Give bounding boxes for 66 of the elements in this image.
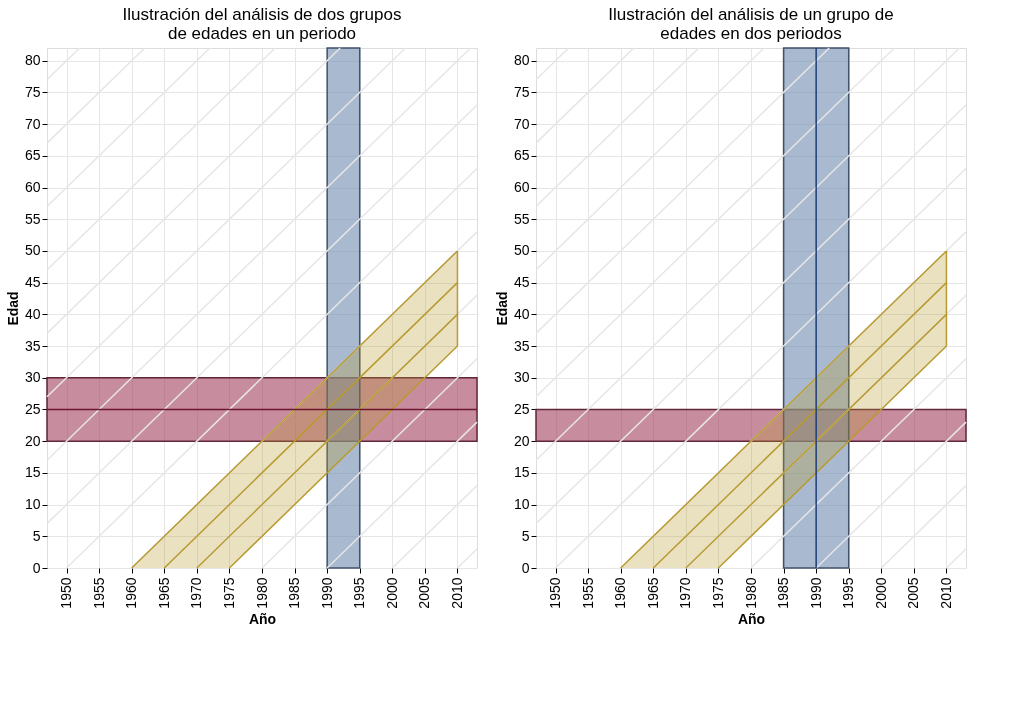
x-tick-label: 1970	[188, 577, 205, 609]
y-tick-label: 40	[24, 305, 41, 322]
y-tick-label: 25	[513, 400, 530, 417]
x-tick-label: 1960	[123, 577, 140, 609]
y-tick-label: 30	[513, 369, 530, 386]
y-tick-label: 30	[24, 369, 41, 386]
x-tick-label: 2010	[937, 577, 954, 609]
y-tick-label: 65	[24, 147, 41, 164]
x-tick-label: 1975	[220, 577, 237, 609]
x-tick-label: 1980	[742, 577, 759, 609]
y-tick-label: 70	[513, 115, 530, 132]
y-tick-label: 55	[513, 210, 530, 227]
x-tick-label: 1955	[90, 577, 107, 609]
x-tick-label: 2000	[383, 577, 400, 609]
y-tick-label: 40	[513, 305, 530, 322]
y-tick-label: 15	[24, 464, 41, 481]
y-axis-title: Edad	[4, 291, 21, 326]
y-tick-label: 55	[24, 210, 41, 227]
x-tick-label: 1960	[612, 577, 629, 609]
y-tick-label: 70	[24, 115, 41, 132]
x-tick-label: 1965	[644, 577, 661, 609]
y-tick-label: 60	[24, 179, 41, 196]
x-tick-label: 2005	[905, 577, 922, 609]
x-tick-label: 1985	[286, 577, 303, 609]
x-tick-label: 1955	[579, 577, 596, 609]
y-tick-label: 20	[24, 432, 41, 449]
y-tick-label: 0	[32, 559, 41, 576]
x-tick-label: 1950	[547, 577, 564, 609]
x-tick-label: 1995	[840, 577, 857, 609]
y-tick-label: 45	[513, 274, 530, 291]
x-tick-label: 1965	[155, 577, 172, 609]
y-tick-label: 35	[513, 337, 530, 354]
x-tick-label: 1990	[807, 577, 824, 609]
y-tick-label: 20	[513, 432, 530, 449]
y-tick-label: 75	[24, 83, 41, 100]
x-axis-title: Año	[248, 610, 277, 627]
y-tick-label: 80	[24, 52, 41, 69]
y-tick-label: 0	[521, 559, 530, 576]
x-tick-label: 1985	[775, 577, 792, 609]
y-tick-label: 80	[513, 52, 530, 69]
y-tick-label: 10	[24, 496, 41, 513]
x-tick-label: 1975	[709, 577, 726, 609]
chart-title: Ilustración del análisis de un grupo de edades en dos periodos	[608, 5, 894, 44]
chart-title: Ilustración del análisis de dos grupos de edades en un periodo	[122, 5, 402, 44]
y-tick-label: 60	[513, 179, 530, 196]
x-axis-title: Año	[737, 610, 766, 627]
y-tick-label: 10	[513, 496, 530, 513]
y-axis-title: Edad	[493, 291, 510, 326]
x-tick-label: 2005	[416, 577, 433, 609]
x-tick-label: 2010	[448, 577, 465, 609]
y-tick-label: 75	[513, 83, 530, 100]
y-tick-label: 45	[24, 274, 41, 291]
x-tick-label: 1990	[318, 577, 335, 609]
y-tick-label: 15	[513, 464, 530, 481]
y-tick-label: 50	[513, 242, 530, 259]
y-tick-label: 5	[32, 527, 41, 544]
y-tick-label: 25	[24, 400, 41, 417]
y-tick-label: 35	[24, 337, 41, 354]
y-tick-label: 50	[24, 242, 41, 259]
x-tick-label: 1970	[677, 577, 694, 609]
x-tick-label: 1950	[58, 577, 75, 609]
x-tick-label: 2000	[872, 577, 889, 609]
x-tick-label: 1980	[253, 577, 270, 609]
y-tick-label: 5	[521, 527, 530, 544]
y-tick-label: 65	[513, 147, 530, 164]
x-tick-label: 1995	[351, 577, 368, 609]
